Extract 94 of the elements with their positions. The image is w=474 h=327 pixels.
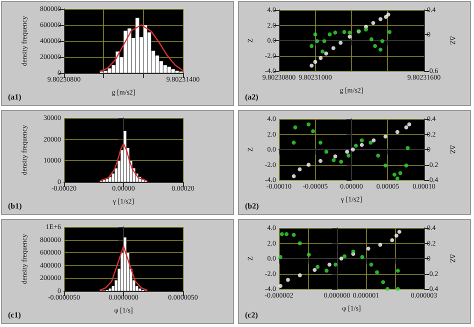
point [348, 30, 352, 35]
point [396, 268, 400, 273]
point [332, 158, 336, 162]
line-series [99, 24, 184, 72]
point [384, 134, 388, 139]
point [310, 64, 314, 68]
point [386, 12, 390, 17]
point [364, 28, 368, 32]
point [378, 242, 382, 247]
point [378, 17, 382, 22]
point [366, 246, 370, 251]
point [373, 44, 378, 48]
point [312, 268, 317, 272]
point [313, 32, 318, 36]
point [320, 49, 324, 54]
point [298, 167, 302, 172]
point [354, 144, 358, 148]
point [380, 39, 384, 44]
point [404, 164, 408, 168]
text: (b2) [245, 202, 260, 210]
point [395, 176, 400, 180]
point [292, 174, 296, 178]
point [378, 48, 382, 52]
point [333, 30, 338, 35]
point [334, 262, 338, 267]
point [306, 162, 311, 167]
point [375, 270, 380, 274]
point [376, 154, 380, 158]
point [298, 273, 302, 278]
point [280, 232, 284, 236]
line-series [99, 143, 148, 182]
point [392, 172, 396, 177]
point [348, 34, 352, 39]
point [342, 254, 347, 258]
point [292, 232, 296, 237]
point [339, 160, 344, 164]
point [333, 154, 338, 158]
point [322, 39, 326, 44]
point [360, 138, 364, 142]
point [369, 262, 374, 267]
point [298, 241, 302, 246]
point [388, 30, 392, 34]
point [278, 284, 282, 288]
point [390, 238, 394, 242]
text: (c2) [245, 310, 258, 320]
point [324, 268, 329, 273]
point [339, 256, 344, 260]
point [306, 122, 311, 126]
point [350, 148, 355, 152]
point [306, 252, 311, 257]
point [360, 254, 364, 259]
point [331, 46, 336, 50]
point [381, 280, 386, 284]
point [292, 140, 296, 145]
point [385, 287, 390, 291]
point [407, 122, 412, 126]
point [324, 51, 328, 56]
point [346, 154, 351, 158]
text: (b1) [8, 202, 22, 210]
point [360, 142, 364, 147]
point [318, 56, 323, 60]
point [324, 150, 328, 154]
point [394, 234, 398, 238]
point [311, 129, 316, 134]
point [369, 37, 374, 42]
point [315, 39, 320, 44]
point [318, 140, 322, 145]
text: (a1) [8, 92, 22, 102]
line-series [99, 246, 148, 291]
point [342, 30, 346, 34]
point [345, 150, 350, 154]
point [310, 44, 314, 48]
point [316, 264, 320, 269]
point [286, 278, 290, 282]
text: (c1) [8, 310, 22, 320]
point [398, 171, 402, 176]
point [384, 164, 388, 168]
point [396, 287, 400, 291]
point [318, 158, 322, 163]
point [406, 146, 410, 150]
point [395, 130, 400, 134]
point [327, 262, 332, 267]
point [278, 254, 282, 259]
point [284, 232, 289, 236]
point [338, 40, 343, 45]
point [368, 140, 373, 145]
point [372, 138, 376, 142]
point [313, 60, 318, 64]
point [293, 125, 298, 130]
point [328, 32, 332, 36]
point [397, 230, 402, 234]
point [404, 125, 408, 130]
point [371, 20, 376, 25]
text: (a2) [245, 92, 259, 102]
